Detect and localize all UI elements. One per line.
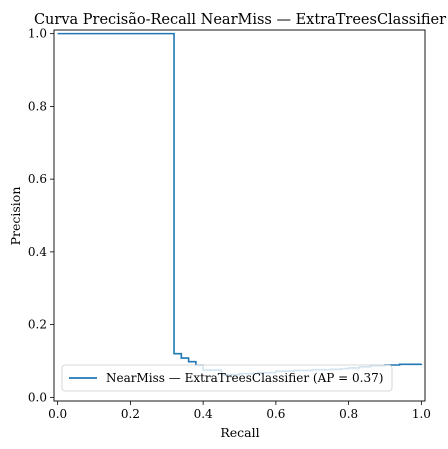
x-tick-label: 0.0 xyxy=(48,407,67,421)
y-tick-label: 0.4 xyxy=(28,245,47,259)
y-tick-label: 0.8 xyxy=(28,99,47,113)
y-tick-label: 0.6 xyxy=(28,172,47,186)
x-tick-label: 0.6 xyxy=(266,407,285,421)
y-tick-label: 0.0 xyxy=(28,390,47,404)
legend-entry-label: NearMiss — ExtraTreesClassifier (AP = 0.… xyxy=(106,371,383,385)
y-axis-label: Precision xyxy=(8,187,23,246)
tick-layer: 0.0 0.2 0.4 0.6 0.8 1.0 0.0 0.2 0.4 0.6 0.8 1.0 xyxy=(28,27,431,421)
y-tick-label: 0.2 xyxy=(28,318,47,332)
x-tick-label: 0.2 xyxy=(121,407,140,421)
y-tick-label: 1.0 xyxy=(28,27,47,41)
plot-area xyxy=(54,30,425,401)
x-tick-label: 1.0 xyxy=(412,407,431,421)
legend: NearMiss — ExtraTreesClassifier (AP = 0.… xyxy=(61,364,393,392)
plot-frame xyxy=(53,29,426,402)
x-axis-label: Recall xyxy=(220,425,259,440)
x-tick-label: 0.4 xyxy=(194,407,213,421)
legend-box xyxy=(61,364,393,392)
chart-title: Curva Precisão-Recall NearMiss — ExtraTr… xyxy=(34,12,446,28)
x-tick-label: 0.8 xyxy=(339,407,358,421)
